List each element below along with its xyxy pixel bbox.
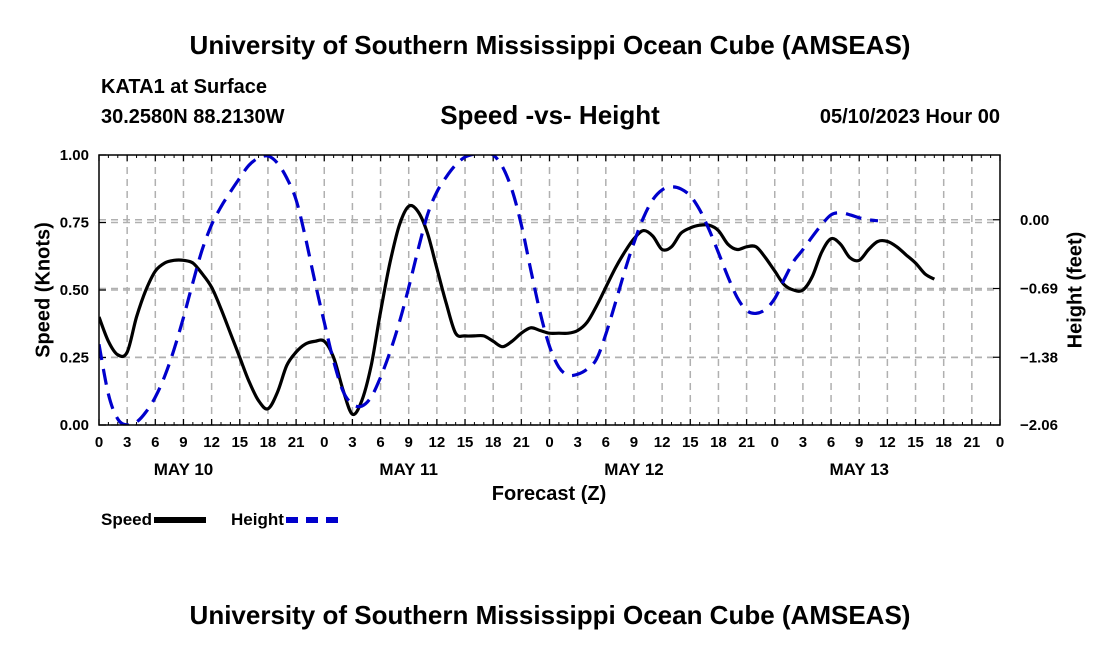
y-tick-label-left: 0.25 [60, 350, 89, 367]
legend-height-swatch [285, 517, 338, 523]
legend-height: Height [231, 510, 338, 530]
x-tick-label: 18 [485, 434, 502, 451]
y-tick-label-left: 1.00 [60, 147, 89, 164]
x-tick-label: 15 [457, 434, 474, 451]
x-tick-label: 3 [799, 434, 807, 451]
x-tick-label: 15 [907, 434, 924, 451]
x-tick-label: 9 [855, 434, 863, 451]
bottom-title: University of Southern Mississippi Ocean… [189, 600, 911, 630]
y-tick-label-left: 0.00 [60, 417, 89, 434]
forecast-datetime: 05/10/2023 Hour 00 [819, 106, 1000, 128]
y-tick-label-right: −0.69 [1020, 281, 1058, 298]
speed-series-line [99, 203, 936, 417]
x-tick-label: 9 [630, 434, 638, 451]
x-tick-label: 15 [682, 434, 699, 451]
day-label: MAY 11 [379, 460, 438, 479]
x-tick-label: 0 [95, 434, 103, 451]
x-tick-label: 12 [429, 434, 446, 451]
legend-speed: Speed [101, 510, 207, 530]
x-tick-label: 9 [179, 434, 187, 451]
x-tick-label: 21 [738, 434, 755, 451]
y-tick-label-right: −2.06 [1020, 417, 1058, 434]
day-label: MAY 13 [829, 460, 889, 479]
y-tick-label-right: −1.38 [1020, 349, 1058, 366]
x-axis-title: Forecast (Z) [492, 483, 606, 505]
y-axis-right-title: Height (feet) [1064, 232, 1086, 349]
x-tick-label: 6 [376, 434, 384, 451]
x-tick-label: 3 [348, 434, 356, 451]
x-tick-label: 6 [602, 434, 610, 451]
legend-height-label: Height [231, 510, 284, 529]
legend-speed-label: Speed [101, 510, 153, 529]
top-title: University of Southern Mississippi Ocean… [189, 30, 911, 60]
x-tick-label: 18 [260, 434, 277, 451]
x-tick-label: 21 [964, 434, 981, 451]
x-tick-label: 3 [573, 434, 581, 451]
x-tick-label: 0 [996, 434, 1004, 451]
day-label: MAY 10 [154, 460, 214, 479]
grid [99, 155, 1000, 426]
legend-speed-swatch [154, 517, 207, 523]
plot-frame [98, 154, 1001, 426]
x-tick-label: 0 [771, 434, 779, 451]
y-tick-label-left: 0.75 [60, 215, 89, 232]
x-tick-label: 3 [123, 434, 131, 451]
x-tick-label: 12 [879, 434, 896, 451]
station-label: KATA1 at Surface [101, 76, 267, 98]
plot-title: Speed -vs- Height [440, 100, 660, 130]
x-tick-label: 15 [231, 434, 248, 451]
x-tick-label: 0 [320, 434, 328, 451]
x-tick-label: 12 [203, 434, 220, 451]
y-tick-label-right: 0.00 [1020, 212, 1049, 229]
y-tick-label-left: 0.50 [60, 282, 89, 299]
x-tick-label: 21 [513, 434, 530, 451]
y-axis-left-title: Speed (Knots) [32, 222, 54, 358]
x-tick-label: 9 [405, 434, 413, 451]
x-tick-label: 21 [288, 434, 305, 451]
station-coords: 30.2580N 88.2130W [101, 106, 285, 128]
x-tick-label: 6 [151, 434, 159, 451]
day-label: MAY 12 [604, 460, 664, 479]
x-tick-label: 0 [545, 434, 553, 451]
x-tick-label: 18 [935, 434, 952, 451]
x-tick-label: 6 [827, 434, 835, 451]
x-tick-label: 18 [710, 434, 727, 451]
x-tick-label: 12 [654, 434, 671, 451]
